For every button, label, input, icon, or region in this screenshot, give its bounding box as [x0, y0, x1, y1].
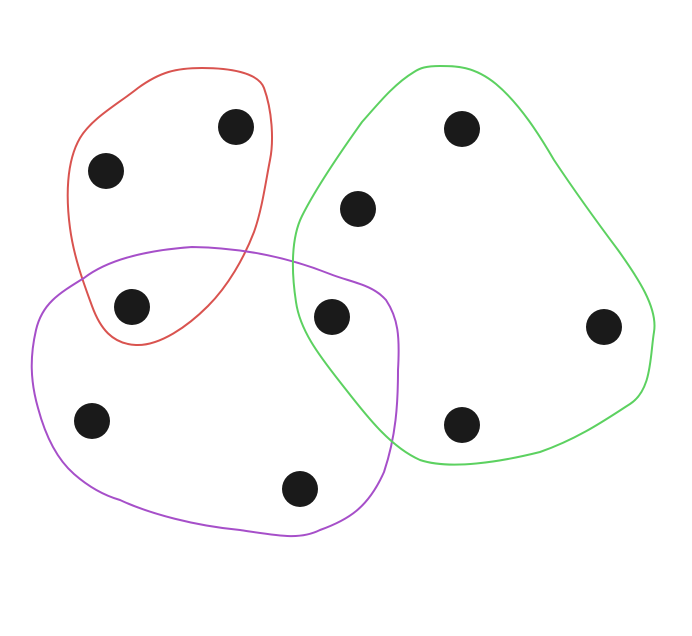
- data-points: [74, 109, 622, 507]
- green-group-outline: [291, 65, 656, 466]
- red-group-outline: [66, 67, 273, 347]
- point-c: [114, 289, 150, 325]
- point-f: [282, 471, 318, 507]
- point-d: [314, 299, 350, 335]
- point-g: [444, 111, 480, 147]
- point-j: [444, 407, 480, 443]
- point-b: [88, 153, 124, 189]
- point-a: [218, 109, 254, 145]
- point-e: [74, 403, 110, 439]
- purple-group-outline: [30, 246, 400, 538]
- group-outlines: [30, 65, 656, 538]
- point-h: [340, 191, 376, 227]
- point-i: [586, 309, 622, 345]
